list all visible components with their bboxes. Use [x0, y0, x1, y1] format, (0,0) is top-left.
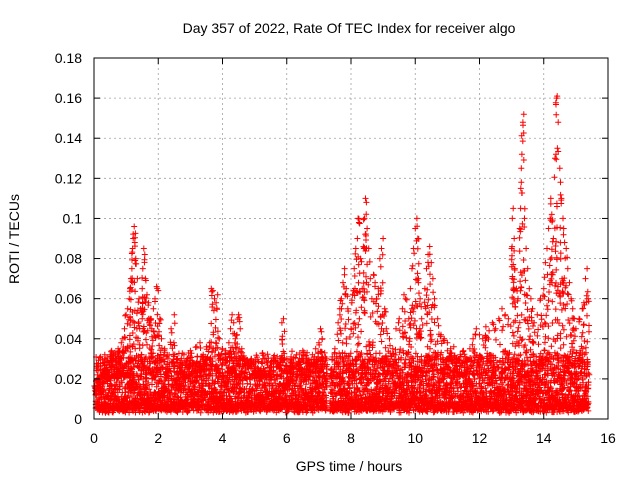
- data-point: [375, 389, 382, 396]
- data-point: [179, 350, 186, 357]
- data-point: [374, 381, 381, 388]
- data-point: [116, 383, 123, 390]
- data-point: [353, 366, 360, 373]
- data-point: [264, 351, 271, 358]
- data-point: [309, 392, 316, 399]
- data-point: [128, 394, 135, 400]
- data-point: [205, 383, 212, 390]
- data-point: [246, 390, 253, 397]
- data-point: [144, 382, 150, 389]
- data-point: [212, 386, 219, 393]
- data-point: [358, 350, 365, 357]
- data-points: [91, 93, 593, 416]
- data-point: [217, 388, 224, 395]
- data-point: [283, 393, 290, 400]
- data-point: [231, 384, 238, 391]
- data-point: [260, 352, 267, 359]
- data-point: [135, 364, 142, 371]
- data-point: [323, 383, 330, 390]
- data-point: [118, 379, 125, 386]
- data-point: [295, 398, 302, 405]
- data-point: [255, 358, 262, 365]
- data-point: [210, 409, 217, 416]
- data-point: [171, 351, 178, 358]
- data-point: [125, 392, 132, 399]
- data-point: [258, 359, 265, 366]
- data-point: [252, 359, 259, 366]
- data-point: [345, 409, 352, 416]
- data-point: [345, 379, 352, 385]
- data-point: [346, 385, 353, 392]
- data-point: [97, 360, 104, 367]
- data-point: [157, 351, 164, 358]
- data-point: [197, 409, 204, 416]
- data-point: [377, 378, 384, 385]
- data-point: [244, 380, 251, 387]
- data-point: [153, 407, 160, 414]
- data-point: [323, 392, 329, 399]
- data-point: [113, 379, 120, 386]
- data-point: [182, 379, 189, 386]
- data-point: [356, 388, 363, 395]
- data-point: [365, 380, 372, 387]
- data-point: [289, 348, 295, 355]
- data-point: [166, 352, 173, 358]
- data-point: [357, 392, 364, 399]
- data-point: [149, 381, 155, 388]
- data-point: [321, 349, 328, 356]
- data-point: [170, 358, 176, 365]
- data-point: [328, 386, 335, 393]
- data-point: [348, 390, 355, 396]
- data-point: [263, 358, 270, 365]
- data-point: [274, 353, 281, 360]
- data-point: [145, 379, 152, 386]
- data-point: [358, 380, 364, 387]
- data-point: [146, 386, 153, 393]
- data-point: [344, 391, 351, 398]
- data-point: [167, 389, 174, 396]
- data-point: [272, 380, 279, 387]
